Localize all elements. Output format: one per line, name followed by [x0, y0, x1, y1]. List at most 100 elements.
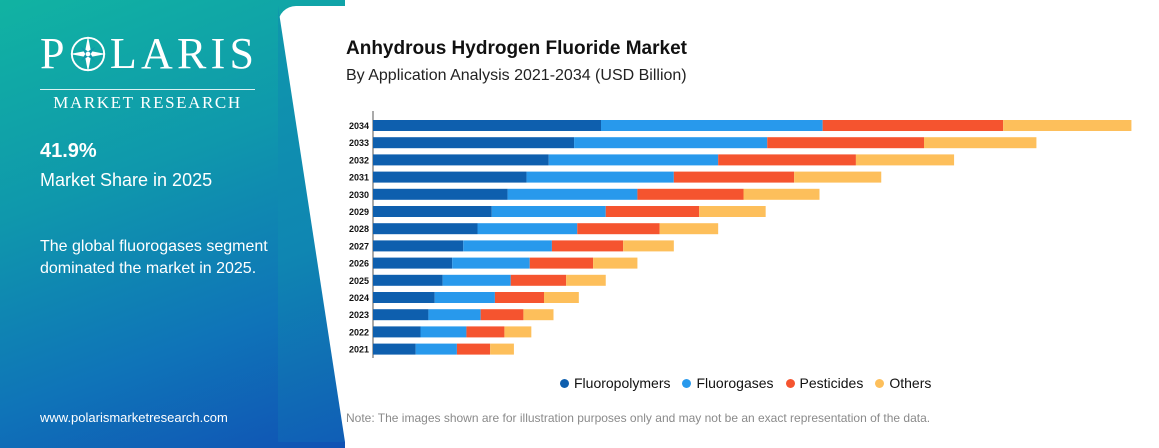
- bar-segment-fluoropolymers: [373, 240, 464, 252]
- chart-legend: Fluoropolymers Fluorogases Pesticides Other…: [560, 375, 931, 391]
- bar-segment-others: [699, 206, 766, 217]
- bar-segment-fluoropolymers: [373, 309, 429, 321]
- y-tick-label: 2026: [349, 259, 369, 269]
- bar-segment-others: [924, 137, 1037, 149]
- y-tick-label: 2030: [349, 190, 369, 200]
- bar-segment-pesticides: [605, 206, 700, 217]
- bar-segment-fluoropolymers: [373, 223, 478, 235]
- logo-letter: L: [109, 29, 138, 78]
- logo-letter: P: [40, 29, 66, 78]
- legend-marker: [682, 378, 692, 388]
- logo-wordmark: P L A R I S: [40, 32, 255, 76]
- bar-segment-others: [504, 326, 532, 338]
- bar-segment-pesticides: [767, 137, 924, 149]
- logo-letter: I: [210, 29, 227, 78]
- legend-marker: [875, 378, 885, 388]
- legend-marker: [560, 378, 569, 388]
- market-share-label: Market Share in 2025: [40, 170, 213, 190]
- bar-segment-others: [593, 257, 638, 269]
- legend-item-others: Others: [875, 375, 931, 391]
- bar-segment-fluoropolymers: [373, 274, 443, 286]
- bar-segment-fluoropolymers: [373, 206, 492, 217]
- bar-segment-others: [794, 171, 882, 183]
- bar-segment-pesticides: [529, 257, 594, 269]
- bar-segment-others: [623, 240, 674, 252]
- compass-star-icon: [69, 35, 106, 73]
- disclaimer-note: Note: The images shown are for illustrat…: [346, 411, 931, 425]
- bar-segment-others: [544, 292, 579, 303]
- bar-segment-others: [743, 188, 820, 200]
- bar-segment-fluorogases: [601, 120, 823, 131]
- bar-segment-fluoropolymers: [373, 154, 549, 166]
- logo-letter: R: [177, 29, 208, 78]
- legend-label: Fluoropolymers: [574, 375, 671, 391]
- bar-segment-fluoropolymers: [373, 188, 508, 200]
- y-tick-label: 2022: [349, 327, 369, 337]
- website-link[interactable]: www.polarismarketresearch.com: [40, 410, 228, 425]
- bar-segment-pesticides: [510, 274, 567, 286]
- bar-segment-pesticides: [494, 292, 544, 303]
- logo-letter: A: [141, 29, 174, 78]
- bar-segment-pesticides: [480, 309, 524, 321]
- y-tick-label: 2032: [349, 155, 369, 165]
- bar-segment-others: [490, 343, 514, 355]
- bar-segment-fluoropolymers: [373, 343, 416, 355]
- y-tick-label: 2027: [349, 241, 369, 251]
- logo-divider: [40, 89, 255, 90]
- bar-segment-fluorogases: [463, 240, 552, 252]
- legend-label: Fluorogases: [696, 375, 774, 391]
- bar-segment-pesticides: [822, 120, 1004, 131]
- legend-item-fluorogases: Fluorogases: [682, 375, 774, 391]
- polaris-logo: P L A R I S MARKET RESEARCH: [40, 32, 255, 114]
- bar-segment-fluoropolymers: [373, 292, 435, 303]
- bar-segment-others: [566, 274, 606, 286]
- y-tick-label: 2033: [349, 138, 369, 148]
- legend-item-pesticides: Pesticides: [785, 375, 864, 391]
- y-tick-label: 2024: [349, 293, 369, 303]
- bar-segment-pesticides: [637, 188, 744, 200]
- logo-letter: S: [229, 29, 255, 78]
- legend-label: Pesticides: [799, 375, 864, 391]
- bar-segment-others: [523, 309, 554, 321]
- y-tick-label: 2031: [349, 173, 369, 183]
- bar-segment-fluorogases: [452, 257, 530, 269]
- bar-segment-others: [855, 154, 955, 166]
- y-tick-label: 2029: [349, 207, 369, 217]
- stacked-bar-chart: 2034 2033 2032 2031 2030 2029 2028 2027 2026 2025…: [349, 111, 1132, 358]
- bar-segment-fluorogases: [574, 137, 768, 149]
- bar-segment-fluorogases: [420, 326, 467, 338]
- bar-segment-fluoropolymers: [373, 171, 527, 183]
- logo-subtitle: MARKET RESEARCH: [53, 93, 242, 112]
- bar-segment-others: [659, 223, 719, 235]
- chart-title: Anhydrous Hydrogen Fluoride Market: [346, 38, 687, 59]
- bar-segment-fluorogases: [415, 343, 457, 355]
- bar-segment-others: [1003, 120, 1132, 131]
- bar-segment-pesticides: [673, 171, 795, 183]
- bar-segment-fluoropolymers: [373, 120, 601, 131]
- bar-segment-fluorogases: [507, 188, 638, 200]
- bar-segment-fluoropolymers: [373, 137, 575, 149]
- y-tick-label: 2023: [349, 310, 369, 320]
- bar-segment-pesticides: [718, 154, 856, 166]
- bar-segment-fluorogases: [491, 206, 606, 217]
- bar-segment-fluoropolymers: [373, 326, 421, 338]
- legend-label: Others: [889, 375, 932, 391]
- y-tick-label: 2025: [349, 276, 369, 286]
- bar-segment-fluorogases: [548, 154, 719, 166]
- legend-marker: [785, 378, 795, 388]
- bar-segment-pesticides: [466, 326, 505, 338]
- y-tick-label: 2021: [349, 345, 369, 355]
- y-tick-label: 2034: [349, 121, 369, 131]
- bar-segment-fluorogases: [442, 274, 511, 286]
- bar-segment-fluoropolymers: [373, 257, 453, 269]
- bar-segment-fluorogases: [526, 171, 674, 183]
- bar-segment-pesticides: [456, 343, 491, 355]
- bar-segment-pesticides: [551, 240, 624, 252]
- bar-segment-fluorogases: [434, 292, 495, 303]
- y-tick-label: 2028: [349, 224, 369, 234]
- chart-subtitle: By Application Analysis 2021-2034 (USD B…: [346, 67, 687, 84]
- legend-item-fluoropolymers: Fluoropolymers: [560, 375, 670, 391]
- bar-segment-fluorogases: [428, 309, 481, 321]
- segment-description: The global fluorogases segment dominated…: [40, 238, 268, 277]
- bar-segment-pesticides: [577, 223, 660, 235]
